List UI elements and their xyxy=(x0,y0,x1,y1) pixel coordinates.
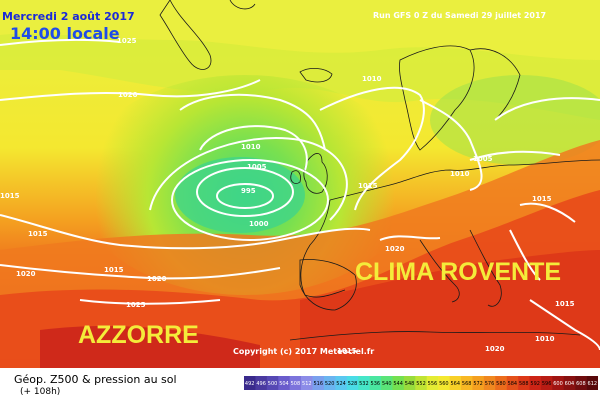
isobar-label: 1005 xyxy=(473,155,493,163)
scale-tick-label: 548 xyxy=(405,381,415,387)
scale-tick-label: 520 xyxy=(325,381,335,387)
scale-swatch xyxy=(449,376,462,390)
scale-swatch xyxy=(575,376,587,390)
scale-swatch xyxy=(323,376,336,390)
scale-swatch xyxy=(495,376,507,390)
scale-tick-label: 600 xyxy=(553,381,563,387)
scale-tick-label: 572 xyxy=(473,381,483,387)
scale-tick-label: 596 xyxy=(542,381,552,387)
clima-rovente-annotation: CLIMA ROVENTE xyxy=(355,258,562,286)
isobar-label: 1025 xyxy=(117,37,137,45)
scale-swatch xyxy=(415,376,428,390)
azzorre-annotation: AZZORRE xyxy=(78,321,199,349)
scale-tick-label: 516 xyxy=(313,381,323,387)
scale-swatch xyxy=(278,376,290,390)
isobar-label: 1020 xyxy=(16,270,36,278)
coastlines xyxy=(159,0,600,341)
scale-swatch xyxy=(392,376,405,390)
color-scale: 492 496 500 504 508 512 516 520 524 528 532 536 540 5… xyxy=(244,376,598,390)
isobar-label: 1015 xyxy=(0,192,20,200)
isobar-label: 995 xyxy=(241,187,256,195)
scale-tick-label: 532 xyxy=(359,381,369,387)
isobars xyxy=(0,38,600,351)
geopotential-map xyxy=(0,0,600,368)
scale-tick-label: 588 xyxy=(519,381,529,387)
scale-tick-label: 556 xyxy=(428,381,438,387)
scale-swatch xyxy=(346,376,359,390)
scale-tick-label: 552 xyxy=(416,381,426,387)
isobar-label: 1020 xyxy=(118,91,138,99)
scale-swatch xyxy=(403,376,416,390)
isobar-label: 1015 xyxy=(28,230,48,238)
scale-swatch xyxy=(472,376,485,390)
scale-tick-label: 564 xyxy=(450,381,460,387)
scale-tick-label: 508 xyxy=(291,381,301,387)
scale-tick-label: 496 xyxy=(256,381,266,387)
scale-swatch xyxy=(266,376,279,390)
isobar-label: 1010 xyxy=(535,335,555,343)
isobar-label: 1005 xyxy=(247,163,267,171)
isobar-label: 1025 xyxy=(126,301,146,309)
isobar-label: 1015 xyxy=(358,182,378,190)
copyright-notice: Copyright (c) 2017 Meteociel.fr xyxy=(233,347,375,356)
isobar-label: 1020 xyxy=(385,245,405,253)
scale-tick-label: 592 xyxy=(530,381,540,387)
isobar-label: 1015 xyxy=(104,266,124,274)
model-run-label: Run GFS 0 Z du Samedi 29 juillet 2017 xyxy=(373,11,547,20)
isobar-label: 1000 xyxy=(249,220,269,228)
scale-swatch xyxy=(483,376,496,390)
scale-tick-label: 544 xyxy=(393,381,403,387)
isobar-label: 1020 xyxy=(147,275,167,283)
legend-title: Géop. Z500 & pression au sol xyxy=(14,373,177,386)
scale-tick-label: 612 xyxy=(588,381,598,387)
scale-tick-label: 608 xyxy=(576,381,586,387)
scale-swatch xyxy=(426,376,439,390)
scale-tick-label: 492 xyxy=(245,381,255,387)
scale-tick-label: 584 xyxy=(508,381,518,387)
scale-tick-label: 540 xyxy=(382,381,392,387)
scale-swatch xyxy=(381,376,393,390)
scale-swatch xyxy=(335,376,348,390)
scale-swatch xyxy=(255,376,268,390)
scale-tick-label: 512 xyxy=(302,381,312,387)
forecast-date: Mercredi 2 août 2017 xyxy=(2,10,135,23)
scale-swatch xyxy=(529,376,542,390)
scale-swatch xyxy=(301,376,313,390)
isobar-label: 1010 xyxy=(241,143,261,151)
scale-tick-label: 560 xyxy=(439,381,449,387)
scale-swatch xyxy=(289,376,302,390)
legend-subtitle: (+ 108h) xyxy=(20,387,61,397)
scale-tick-label: 504 xyxy=(279,381,289,387)
scale-swatch xyxy=(438,376,450,390)
scale-swatch xyxy=(540,376,553,390)
scale-tick-label: 528 xyxy=(348,381,358,387)
scale-tick-label: 604 xyxy=(565,381,575,387)
forecast-time: 14:00 locale xyxy=(10,24,120,43)
scale-swatch xyxy=(586,376,598,390)
scale-swatch xyxy=(369,376,382,390)
scale-swatch xyxy=(518,376,530,390)
scale-swatch xyxy=(552,376,565,390)
isobar-label: 1015 xyxy=(337,347,357,355)
isobar-label: 1010 xyxy=(450,170,470,178)
scale-swatch xyxy=(563,376,576,390)
scale-swatch xyxy=(506,376,519,390)
scale-tick-label: 500 xyxy=(268,381,278,387)
isobar-label: 1020 xyxy=(485,345,505,353)
scale-tick-label: 580 xyxy=(496,381,506,387)
isobar-label: 1015 xyxy=(555,300,575,308)
scale-swatch xyxy=(358,376,370,390)
isobar-label: 1010 xyxy=(362,75,382,83)
scale-tick-label: 524 xyxy=(336,381,346,387)
scale-swatch xyxy=(244,376,256,390)
isobar-label: 1015 xyxy=(532,195,552,203)
scale-swatch xyxy=(460,376,473,390)
scale-tick-label: 536 xyxy=(371,381,381,387)
scale-swatch xyxy=(312,376,325,390)
scale-tick-label: 576 xyxy=(485,381,495,387)
scale-tick-label: 568 xyxy=(462,381,472,387)
